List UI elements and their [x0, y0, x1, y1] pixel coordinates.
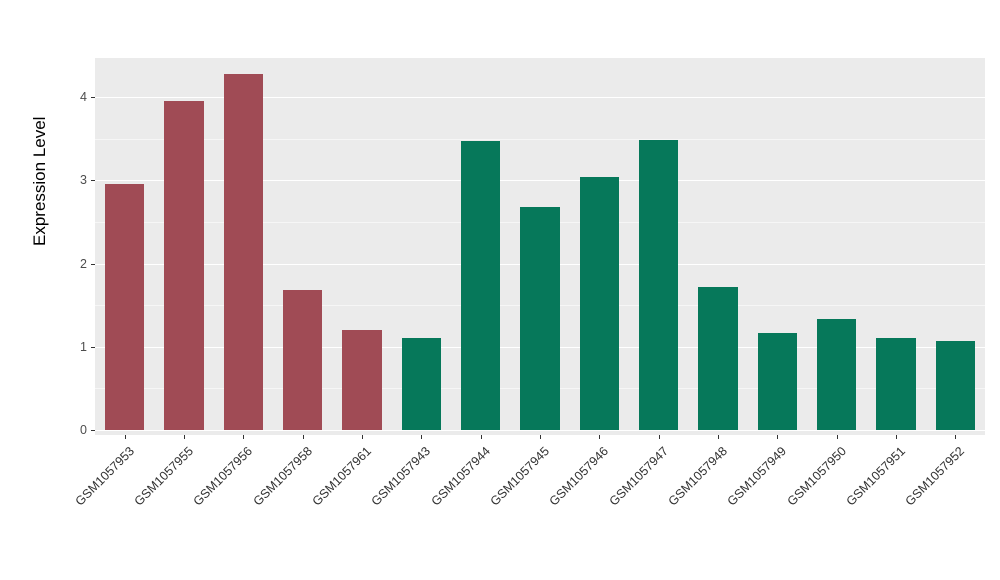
y-axis-tick	[91, 346, 95, 348]
bar	[639, 139, 679, 430]
gridline-major	[95, 180, 985, 182]
y-axis-tick	[91, 263, 95, 265]
gridline-major	[95, 97, 985, 99]
x-axis-tick-label: GSM1057950	[784, 444, 849, 509]
x-axis-tick-label: GSM1057944	[428, 444, 493, 509]
x-axis-tick	[836, 435, 838, 439]
x-axis-tick	[362, 435, 363, 439]
bar	[105, 184, 145, 430]
bar	[579, 177, 619, 430]
bar	[223, 73, 263, 430]
x-axis-tick-label: GSM1057956	[190, 444, 256, 509]
x-axis-tick	[658, 435, 660, 439]
bar	[461, 141, 501, 430]
bar	[757, 333, 797, 430]
x-axis-tick-label: GSM1057955	[131, 444, 196, 509]
x-axis-tick	[124, 435, 126, 439]
bar	[164, 101, 204, 430]
x-axis-tick	[718, 435, 719, 439]
x-axis-tick-label: GSM1057951	[843, 444, 908, 509]
y-axis-tick	[91, 430, 95, 431]
gridline-major	[95, 430, 985, 431]
bar	[342, 330, 382, 430]
bar	[935, 340, 975, 430]
x-axis-tick-label: GSM1057958	[250, 444, 315, 509]
gridline-minor	[95, 138, 985, 140]
x-axis-tick-label: GSM1057943	[368, 444, 434, 509]
x-axis-tick-label: GSM1057953	[72, 444, 137, 509]
y-axis-tick	[91, 97, 95, 99]
x-axis-tick	[777, 435, 779, 439]
x-axis-tick-label: GSM1057947	[606, 444, 671, 509]
x-axis-tick	[599, 435, 601, 439]
x-axis-tick	[480, 435, 482, 439]
x-axis-tick	[302, 435, 304, 439]
x-axis-tick-label: GSM1057945	[487, 444, 552, 509]
y-axis-tick-label: 0	[80, 423, 87, 437]
x-axis-tick-label: GSM1057948	[665, 444, 730, 509]
bar	[817, 319, 857, 430]
bar	[520, 206, 560, 430]
y-axis-tick-label: 1	[80, 339, 87, 354]
bar	[283, 290, 323, 430]
y-axis-tick-label: 4	[80, 90, 87, 105]
x-axis-tick	[421, 435, 423, 439]
bar	[401, 337, 441, 430]
plot-panel	[95, 58, 985, 435]
x-axis-tick	[540, 435, 541, 439]
x-axis-tick	[896, 435, 897, 439]
x-axis-tick	[184, 435, 185, 439]
y-axis-tick	[91, 180, 95, 182]
x-axis-tick-label: GSM1057961	[309, 444, 374, 509]
y-axis-tick-label: 3	[80, 173, 87, 188]
x-axis-tick-label: GSM1057952	[902, 444, 968, 509]
x-axis-tick	[243, 435, 245, 439]
x-axis-tick-label: GSM1057949	[724, 444, 790, 509]
x-axis-tick	[955, 435, 957, 439]
y-axis-tick-label: 2	[80, 256, 87, 271]
bar	[876, 338, 916, 430]
x-axis-tick-label: GSM1057946	[546, 444, 612, 509]
bar	[698, 286, 738, 430]
